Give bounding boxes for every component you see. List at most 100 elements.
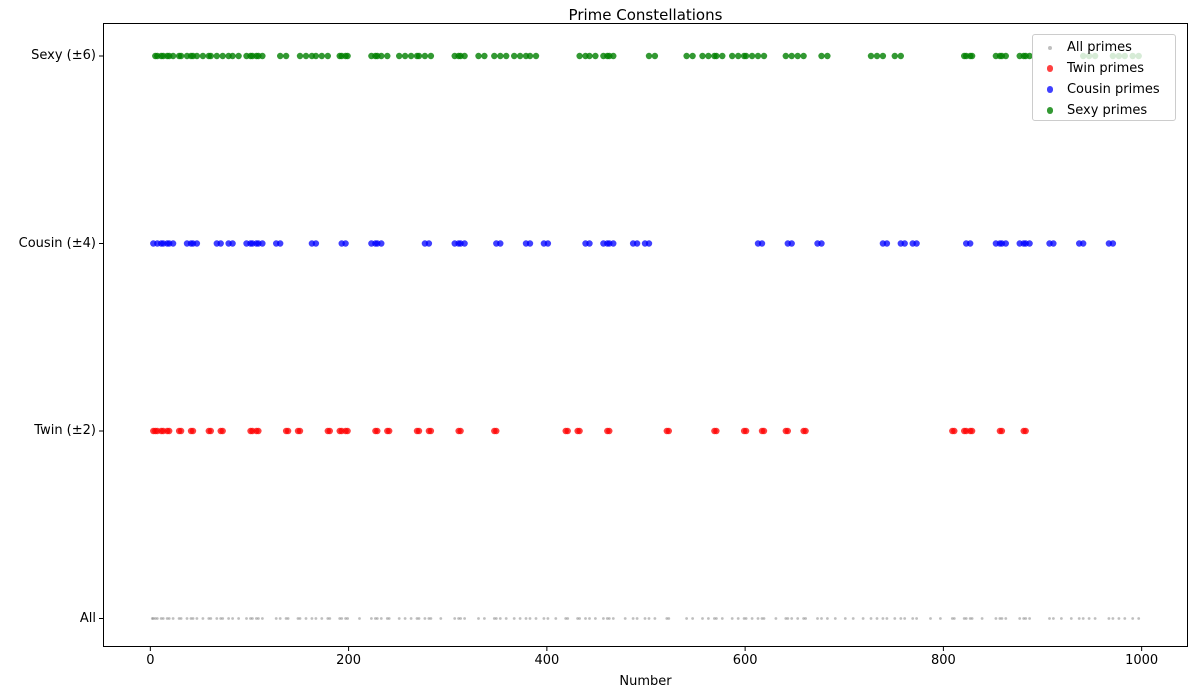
- data-point: [635, 617, 639, 620]
- data-point: [259, 52, 266, 60]
- data-point: [328, 617, 332, 620]
- data-point: [782, 52, 789, 60]
- data-point: [546, 617, 550, 620]
- data-point: [219, 617, 223, 620]
- data-point: [586, 240, 593, 247]
- data-point: [526, 240, 534, 247]
- data-point: [653, 617, 657, 620]
- data-point: [760, 427, 768, 435]
- data-point: [903, 617, 907, 620]
- data-point: [189, 617, 193, 620]
- data-point: [952, 617, 956, 620]
- data-point: [790, 617, 794, 620]
- data-point: [378, 52, 385, 60]
- data-point: [897, 52, 904, 60]
- data-point: [962, 617, 966, 620]
- data-point: [326, 617, 330, 620]
- y-tick-label: Sexy (±6): [31, 48, 96, 63]
- data-point: [744, 617, 748, 620]
- data-point: [439, 617, 443, 620]
- legend-marker-cousin-primes: [1046, 86, 1054, 93]
- data-point: [193, 240, 201, 247]
- data-point: [1002, 240, 1009, 247]
- data-point: [826, 617, 829, 620]
- data-point: [645, 240, 653, 247]
- data-point: [802, 427, 809, 435]
- data-point: [1002, 52, 1009, 60]
- data-point: [251, 617, 254, 620]
- data-point: [235, 52, 242, 60]
- data-point: [611, 617, 615, 620]
- data-point: [951, 427, 958, 435]
- data-point: [320, 617, 324, 620]
- data-point: [816, 617, 819, 620]
- data-point: [318, 52, 325, 60]
- data-point: [227, 617, 231, 620]
- data-point: [229, 52, 236, 60]
- data-point: [713, 617, 716, 620]
- data-point: [602, 617, 605, 620]
- data-point: [610, 240, 617, 247]
- data-point: [483, 617, 486, 620]
- data-point: [457, 617, 460, 620]
- data-point: [685, 617, 688, 620]
- data-point: [647, 617, 651, 620]
- data-point: [169, 240, 177, 247]
- data-point: [161, 617, 165, 620]
- data-point: [564, 427, 571, 435]
- data-point: [387, 617, 391, 620]
- data-point: [998, 617, 1002, 620]
- data-point: [207, 52, 214, 60]
- data-point: [344, 427, 351, 435]
- data-point: [153, 617, 157, 620]
- data-point: [576, 52, 583, 60]
- legend-label: Cousin primes: [1066, 82, 1160, 97]
- data-point: [358, 617, 361, 620]
- legend-entry: Cousin primes: [1033, 79, 1175, 100]
- legend-marker-all-primes: [1048, 45, 1052, 50]
- data-point: [818, 52, 825, 60]
- x-tick-label: 800: [930, 653, 956, 668]
- data-point: [566, 617, 570, 620]
- data-point: [1131, 617, 1135, 620]
- data-point: [221, 617, 225, 620]
- data-point: [750, 617, 754, 620]
- data-point: [374, 427, 381, 435]
- data-point: [667, 617, 671, 620]
- data-point: [720, 617, 724, 620]
- data-point: [719, 52, 726, 60]
- x-tick-label: 600: [732, 653, 758, 668]
- data-point: [312, 52, 320, 60]
- y-tick-label: Cousin (±4): [18, 235, 96, 251]
- data-point: [518, 617, 522, 620]
- data-point: [1123, 617, 1127, 620]
- data-point: [606, 427, 613, 435]
- data-point: [409, 617, 413, 620]
- data-point: [818, 240, 825, 247]
- data-point: [165, 617, 169, 620]
- data-point: [425, 240, 433, 247]
- data-point: [277, 240, 284, 247]
- data-point: [427, 427, 435, 435]
- data-point: [713, 52, 720, 60]
- data-point: [929, 617, 932, 620]
- data-point: [261, 617, 264, 620]
- data-point: [1107, 617, 1111, 620]
- data-point: [1069, 617, 1073, 620]
- data-point: [869, 617, 873, 620]
- data-point: [873, 52, 881, 60]
- data-point: [237, 617, 241, 620]
- data-point: [296, 427, 304, 435]
- data-point: [512, 617, 516, 620]
- data-point: [255, 427, 262, 435]
- series-twin-primes: [150, 427, 1029, 435]
- data-point: [286, 617, 290, 620]
- data-point: [883, 240, 891, 247]
- data-point: [623, 617, 627, 620]
- data-point: [463, 617, 466, 620]
- data-point: [475, 52, 482, 60]
- data-point: [699, 52, 706, 60]
- data-point: [861, 617, 865, 620]
- legend: All primes Twin primes Cousin primes Sexy p…: [1032, 34, 1176, 121]
